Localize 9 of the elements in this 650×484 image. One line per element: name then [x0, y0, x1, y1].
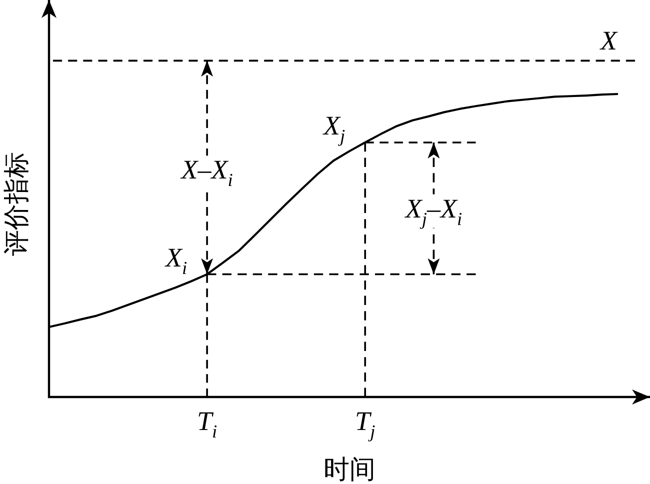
ref-line-label: X	[600, 26, 617, 56]
annotation: X$_{i}$	[165, 242, 188, 278]
y-title: 评价指标	[2, 152, 30, 256]
x-title: 时间	[324, 455, 376, 484]
annotation: X–X$_{i}$	[181, 154, 233, 190]
annotation: X$_{j}$–X$_{i}$	[405, 193, 462, 229]
annotation: X$_{j}$	[324, 110, 346, 146]
x-tick: T$_{j}$	[355, 406, 376, 442]
x-tick: T$_{i}$	[196, 406, 218, 442]
